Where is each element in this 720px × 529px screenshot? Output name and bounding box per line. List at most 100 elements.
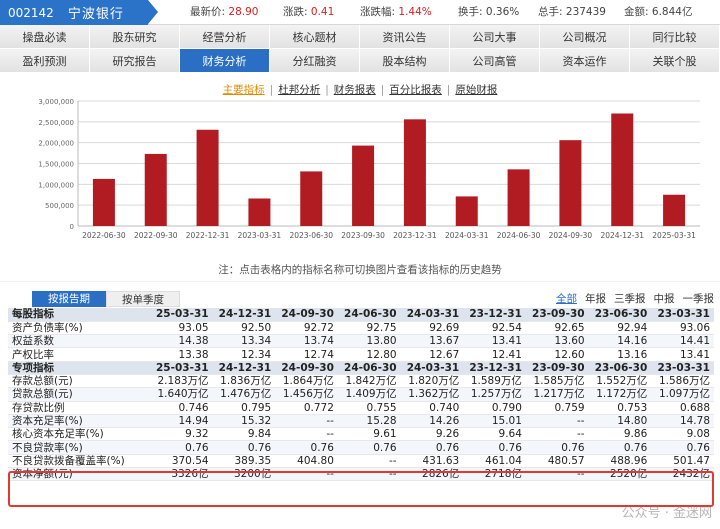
- cell-value: 0.76: [463, 440, 526, 455]
- column-date: 24-06-30: [337, 361, 401, 375]
- cell-value: 92.72: [275, 321, 338, 336]
- nav-tab[interactable]: 盈利预测: [0, 49, 90, 73]
- indicator-name[interactable]: 资本净额(元): [8, 467, 150, 482]
- cell-value: 14.26: [400, 414, 464, 429]
- cell-value: 1.476万亿: [212, 387, 276, 402]
- cell-value: 1.836万亿: [212, 374, 276, 389]
- tab-by-quarter[interactable]: 按单季度: [106, 291, 180, 307]
- indicator-name[interactable]: 产权比率: [8, 347, 150, 362]
- cell-value: 12.34: [212, 347, 276, 362]
- table-section-header: 每股指标 25-03-31 24-12-31 24-09-30 24-06-30 24-0…: [8, 308, 714, 322]
- cell-value: 1.172万亿: [588, 387, 652, 402]
- subnav-item[interactable]: 百分比报表: [389, 84, 442, 96]
- table-row: 资产负债率(%) 93.05 92.50 92.72 92.75 92.69 92.54 92…: [8, 321, 714, 336]
- indicator-name[interactable]: 存贷款比例: [8, 401, 150, 415]
- cell-value: 431.63: [400, 454, 464, 469]
- indicator-name[interactable]: 存款总额(元): [8, 374, 150, 389]
- nav-tab[interactable]: 同行比较: [630, 25, 720, 49]
- column-date: 23-03-31: [651, 308, 714, 322]
- bar: [559, 140, 582, 226]
- section-title: 专项指标: [8, 361, 150, 375]
- quote-value: 0.36%: [482, 6, 520, 18]
- tab-by-report-period[interactable]: 按报告期: [32, 291, 106, 307]
- indicator-name[interactable]: 不良贷款率(%): [8, 440, 150, 455]
- cell-value: 1.097万亿: [651, 387, 714, 402]
- cell-value: 9.64: [463, 427, 526, 442]
- cell-value: --: [275, 414, 338, 429]
- subnav-item[interactable]: 杜邦分析: [278, 84, 321, 96]
- table-row: 资本充足率(%) 14.94 15.32 -- 15.28 14.26 15.01 -- 14.…: [8, 414, 714, 429]
- indicator-name[interactable]: 贷款总额(元): [8, 387, 150, 402]
- nav-tab[interactable]: 财务分析: [180, 49, 270, 73]
- nav-tab[interactable]: 核心题材: [270, 25, 360, 49]
- cell-value: 1.362万亿: [400, 387, 464, 402]
- chart-note: 注：点击表格内的指标名称可切换图片查看该指标的历史趋势: [218, 264, 502, 276]
- nav-tab[interactable]: 公司概况: [540, 25, 630, 49]
- cell-value: 92.69: [400, 321, 464, 336]
- nav-tab[interactable]: 股东研究: [90, 25, 180, 49]
- cell-value: 93.06: [651, 321, 714, 336]
- x-tick-label: 2023-12-31: [393, 231, 437, 240]
- cell-value: 0.688: [651, 401, 714, 415]
- cell-value: 13.16: [588, 347, 652, 362]
- cell-value: 13.41: [463, 334, 526, 349]
- nav-tab[interactable]: 经营分析: [180, 25, 270, 49]
- cell-value: 2432亿: [651, 467, 714, 482]
- cell-value: 13.74: [275, 334, 338, 349]
- filter-option[interactable]: 中报: [653, 293, 675, 305]
- cell-value: 404.80: [275, 454, 338, 469]
- cell-value: 0.76: [400, 440, 464, 455]
- table-row: 存款总额(元) 2.183万亿 1.836万亿 1.864万亿 1.842万亿 1.820…: [8, 374, 714, 389]
- nav-tab[interactable]: 分红融资: [270, 49, 360, 73]
- cell-value: 0.76: [275, 440, 338, 455]
- subnav-item[interactable]: 原始财报: [455, 84, 498, 96]
- bar: [248, 198, 271, 226]
- nav-tab[interactable]: 关联个股: [630, 49, 720, 73]
- quote-label: 涨跌:: [283, 6, 308, 18]
- subnav-item[interactable]: 主要指标: [222, 84, 265, 96]
- cell-value: 488.96: [588, 454, 652, 469]
- y-tick-label: 500,000: [45, 202, 74, 210]
- cell-value: 501.47: [651, 454, 714, 469]
- column-date: 23-12-31: [463, 361, 526, 375]
- cell-value: 14.80: [588, 414, 652, 429]
- filter-option[interactable]: 年报: [585, 293, 606, 305]
- indicator-name[interactable]: 资本充足率(%): [8, 414, 150, 429]
- nav-tab[interactable]: 资讯公告: [360, 25, 450, 49]
- filter-option[interactable]: 一季报: [682, 293, 715, 305]
- cell-value: 0.746: [149, 401, 213, 415]
- subnav-item[interactable]: 财务报表: [333, 84, 376, 96]
- cell-value: 13.41: [651, 347, 714, 362]
- nav-tab[interactable]: 操盘必读: [0, 25, 90, 49]
- quote-field: 涨跌幅: 1.44%: [360, 0, 432, 25]
- column-date: 24-09-30: [275, 308, 338, 322]
- nav-tab[interactable]: 公司大事: [450, 25, 540, 49]
- y-tick-label: 2,500,000: [38, 119, 74, 127]
- cell-value: 9.86: [588, 427, 652, 442]
- cell-value: 0.76: [588, 440, 652, 455]
- cell-value: --: [337, 454, 401, 469]
- cell-value: 1.409万亿: [337, 387, 401, 402]
- cell-value: 92.54: [463, 321, 526, 336]
- indicator-name[interactable]: 权益系数: [8, 334, 150, 349]
- cell-value: 1.864万亿: [275, 374, 338, 389]
- cell-value: --: [525, 414, 589, 429]
- section-title: 每股指标: [8, 308, 150, 322]
- quote-label: 总手:: [538, 6, 563, 18]
- nav-tab[interactable]: 研究报告: [90, 49, 180, 73]
- indicator-name[interactable]: 不良贷款拨备覆盖率(%): [8, 454, 150, 469]
- column-date: 25-03-31: [149, 361, 213, 375]
- indicator-name[interactable]: 核心资本充足率(%): [8, 427, 150, 442]
- x-tick-label: 2025-03-31: [652, 231, 696, 240]
- filter-option[interactable]: 三季报: [614, 293, 646, 305]
- column-date: 23-03-31: [651, 361, 714, 375]
- stock-code: 002142: [8, 5, 54, 20]
- table-row: 资本净额(元) 3326亿 3200亿 -- -- 2826亿 2718亿 -- 2520亿 24…: [8, 467, 714, 482]
- indicator-name[interactable]: 资产负债率(%): [8, 321, 150, 336]
- bar: [403, 119, 426, 226]
- nav-tab[interactable]: 资本运作: [540, 49, 630, 73]
- nav-tab[interactable]: 股本结构: [360, 49, 450, 73]
- nav-tab[interactable]: 公司高管: [450, 49, 540, 73]
- y-tick-label: 1,500,000: [38, 161, 74, 169]
- filter-option[interactable]: 全部: [556, 293, 577, 305]
